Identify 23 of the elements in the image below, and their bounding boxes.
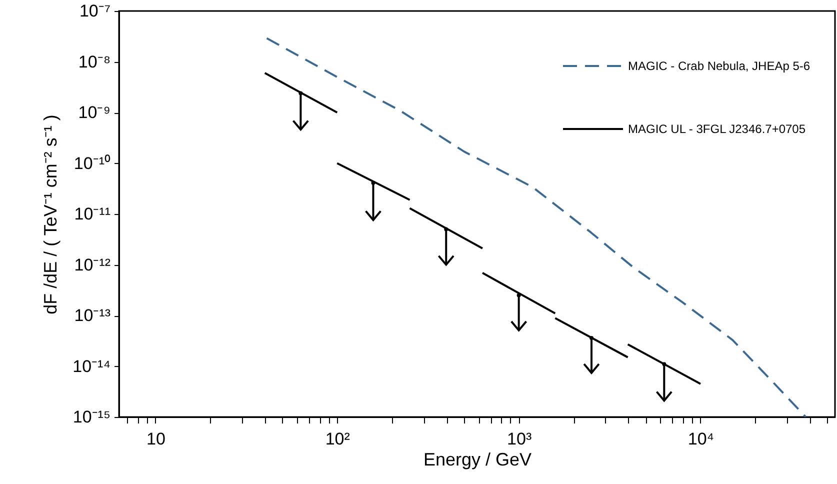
y-tick-label: 10⁻⁸	[78, 52, 110, 72]
legend-label: MAGIC - Crab Nebula, JHEAp 5-6	[628, 59, 810, 73]
y-tick-label: 10⁻¹⁴	[72, 356, 110, 376]
y-tick-label: 10⁻¹⁵	[72, 408, 110, 426]
y-tick-label: 10⁻¹⁰	[74, 154, 110, 173]
point	[516, 293, 521, 298]
y-tick-label: 10⁻¹²	[74, 255, 111, 274]
x-tick-label: 10⁴	[688, 430, 714, 448]
x-tick-label: 10³	[507, 430, 532, 448]
point	[662, 362, 666, 366]
point	[589, 336, 594, 340]
point	[371, 180, 376, 185]
point	[298, 91, 303, 96]
x-axis-title: Energy / GeV	[423, 450, 532, 470]
y-tick-label: 10⁻¹¹	[74, 204, 111, 224]
y-tick-label: 10⁻¹³	[74, 306, 111, 325]
x-tick-label: 10²	[325, 430, 350, 448]
point	[444, 227, 448, 232]
y-tick-label: 10⁻⁹	[78, 103, 110, 122]
y-axis-title: dF /dE / ( TeV⁻¹ cm⁻² s⁻¹ )	[40, 114, 61, 314]
y-tick-label: 10⁻⁷	[79, 2, 110, 20]
legend-label: MAGIC UL - 3FGL J2346.7+0705	[628, 122, 806, 136]
x-tick-label: 10	[146, 430, 166, 448]
